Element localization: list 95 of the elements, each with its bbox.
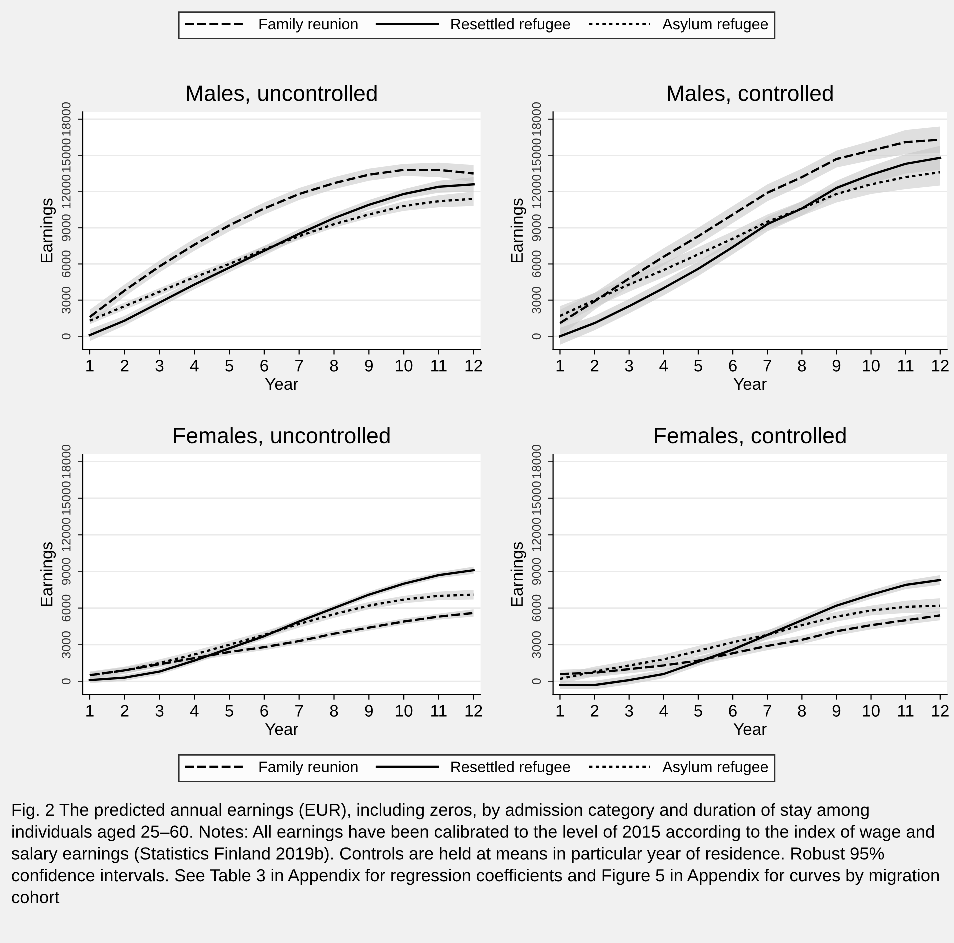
- x-tick-label: 4: [660, 705, 668, 717]
- x-tick-label: 8: [798, 360, 806, 372]
- x-tick-label: 7: [764, 360, 772, 372]
- x-tick-label: 6: [260, 705, 268, 717]
- x-tick-label: 9: [365, 360, 373, 372]
- y-tick-label: 12000: [532, 174, 542, 208]
- x-tick-label: 11: [898, 705, 914, 717]
- x-tick-label: 5: [226, 705, 234, 717]
- legend-label: Asylum refugee: [662, 761, 768, 776]
- x-tick-label: 8: [330, 360, 338, 372]
- y-axis-title: Earnings: [510, 198, 526, 263]
- x-tick-label: 1: [86, 360, 94, 372]
- y-tick-label: 15000: [532, 482, 542, 515]
- x-tick-label: 10: [863, 360, 880, 372]
- chart-title: Females, uncontrolled: [174, 427, 390, 446]
- legend-label: Resettled refugee: [452, 761, 570, 776]
- x-tick-label: 3: [625, 705, 634, 717]
- x-tick-label: 12: [932, 705, 949, 717]
- x-tick-label: 1: [556, 705, 564, 717]
- y-tick-label: 9000: [532, 214, 542, 242]
- x-tick-label: 10: [863, 705, 880, 717]
- x-axis-title: Year: [265, 724, 298, 736]
- x-tick-label: 2: [121, 705, 129, 717]
- y-tick-label: 3000: [532, 286, 542, 314]
- y-tick-label: 12000: [62, 518, 71, 552]
- x-tick-label: 6: [729, 705, 737, 717]
- y-tick-label: 3000: [532, 632, 542, 658]
- y-axis-title: Earnings: [40, 542, 56, 606]
- y-tick-label: 12000: [62, 174, 71, 208]
- x-tick-label: 8: [798, 705, 806, 717]
- x-tick-label: 2: [591, 705, 599, 717]
- x-tick-label: 3: [625, 360, 634, 372]
- y-tick-label: 3000: [62, 286, 71, 314]
- y-tick-label: 6000: [532, 250, 542, 278]
- x-tick-label: 6: [260, 360, 268, 372]
- y-tick-label: 0: [62, 334, 71, 340]
- x-tick-label: 1: [86, 705, 94, 717]
- x-tick-label: 4: [660, 360, 668, 372]
- y-tick-label: 0: [532, 678, 542, 685]
- x-tick-label: 7: [296, 360, 304, 372]
- y-tick-label: 15000: [62, 482, 71, 515]
- x-tick-label: 4: [190, 360, 199, 372]
- y-tick-label: 6000: [62, 594, 71, 622]
- x-tick-label: 10: [396, 705, 413, 717]
- y-tick-label: 6000: [62, 250, 71, 278]
- y-tick-label: 9000: [62, 558, 71, 586]
- x-tick-label: 11: [898, 360, 914, 372]
- x-tick-label: 12: [466, 360, 482, 372]
- y-axis-title: Earnings: [40, 198, 56, 263]
- x-tick-label: 5: [226, 360, 234, 372]
- caption: Fig. 2 The predicted annual earnings (EUR), including zeros, by admission category and duration of stay among individuals aged 25–60. Notes: All earnings have been calibrated to the level of 2015 according to the index of wage and salary earnings (Statistics Finland 2019b). Controls are held at means in particular year of residence. Robust 95% confidence intervals. See Table 3 in Appendix for regression coefficients and Figure 5 in Appendix for curves by migration cohort: [12, 803, 940, 904]
- y-axis-title: Earnings: [510, 542, 526, 606]
- chart-title: Males, uncontrolled: [187, 85, 377, 104]
- y-tick-label: 3000: [62, 632, 71, 658]
- x-tick-label: 12: [466, 705, 482, 717]
- y-tick-label: 18000: [532, 102, 542, 136]
- x-tick-label: 9: [365, 705, 373, 717]
- legend-label: Family reunion: [260, 761, 358, 776]
- x-tick-label: 5: [694, 705, 702, 717]
- x-tick-label: 4: [190, 705, 199, 717]
- x-tick-label: 11: [432, 705, 447, 717]
- x-tick-label: 12: [932, 360, 949, 372]
- x-tick-label: 8: [330, 705, 338, 717]
- chart-title: Males, controlled: [668, 85, 833, 104]
- x-tick-label: 6: [729, 360, 737, 372]
- x-tick-label: 3: [156, 360, 164, 372]
- x-tick-label: 7: [296, 705, 304, 717]
- y-tick-label: 9000: [532, 558, 542, 586]
- x-tick-label: 1: [556, 360, 564, 372]
- x-tick-label: 5: [694, 360, 702, 372]
- y-tick-label: 18000: [62, 102, 71, 136]
- x-tick-label: 9: [832, 705, 841, 717]
- x-tick-label: 10: [396, 360, 413, 372]
- x-axis-title: Year: [734, 724, 767, 736]
- y-tick-label: 18000: [532, 444, 542, 478]
- y-tick-label: 0: [532, 334, 542, 340]
- y-tick-label: 15000: [532, 138, 542, 172]
- x-tick-label: 7: [764, 705, 772, 717]
- x-tick-label: 2: [121, 360, 129, 372]
- legend-label: Asylum refugee: [662, 18, 768, 33]
- x-tick-label: 11: [432, 360, 447, 372]
- y-tick-label: 18000: [62, 444, 71, 478]
- x-axis-title: Year: [734, 378, 767, 390]
- legend-label: Family reunion: [260, 18, 358, 33]
- y-tick-label: 6000: [532, 594, 542, 622]
- y-tick-label: 12000: [532, 518, 542, 552]
- chart-title: Females, controlled: [655, 427, 846, 446]
- x-tick-label: 9: [832, 360, 841, 372]
- y-tick-label: 9000: [62, 214, 71, 242]
- x-tick-label: 3: [156, 705, 164, 717]
- y-tick-label: 0: [62, 678, 71, 685]
- x-axis-title: Year: [265, 378, 298, 390]
- y-tick-label: 15000: [62, 138, 71, 172]
- legend-label: Resettled refugee: [452, 18, 570, 33]
- x-tick-label: 2: [591, 360, 599, 372]
